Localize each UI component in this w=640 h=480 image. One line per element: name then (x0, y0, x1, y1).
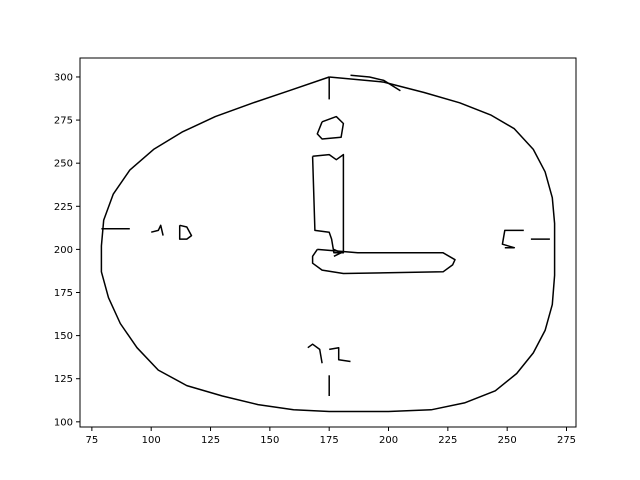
y-tick-label: 250 (54, 159, 73, 170)
x-tick-label: 200 (379, 435, 398, 446)
series-line-11 (501, 229, 524, 249)
x-tick-label: 250 (498, 435, 517, 446)
series-line-9 (178, 224, 193, 240)
x-axis: 75 100 125 150 175 200 225 250 275 (85, 427, 576, 446)
x-tick-label: 75 (85, 435, 98, 446)
series-line-6 (333, 248, 342, 257)
x-tick-label: 125 (201, 435, 220, 446)
y-tick-label: 150 (54, 331, 73, 342)
y-tick-label: 200 (54, 245, 73, 256)
y-tick-label: 100 (54, 417, 73, 428)
plot-lines (100, 74, 556, 413)
series-line-5 (311, 248, 456, 275)
y-tick-label: 275 (54, 116, 73, 127)
series-line-4 (311, 153, 345, 254)
plot-frame (79, 57, 577, 428)
series-line-0 (100, 76, 556, 413)
series-line-13 (307, 343, 323, 364)
y-tick-label: 225 (54, 202, 73, 213)
x-tick-label: 175 (320, 435, 339, 446)
series-line-14 (329, 346, 351, 363)
y-tick-label: 300 (54, 72, 73, 83)
x-tick-label: 275 (557, 435, 576, 446)
y-tick-label: 125 (54, 374, 73, 385)
x-tick-label: 150 (260, 435, 279, 446)
series-line-8 (151, 224, 164, 236)
x-tick-label: 100 (142, 435, 161, 446)
series-line-1 (350, 74, 401, 92)
y-tick-label: 175 (54, 288, 73, 299)
y-axis: 100 125 150 175 200 225 250 275 300 (54, 72, 80, 428)
series-line-3 (316, 115, 345, 140)
x-tick-label: 225 (438, 435, 457, 446)
